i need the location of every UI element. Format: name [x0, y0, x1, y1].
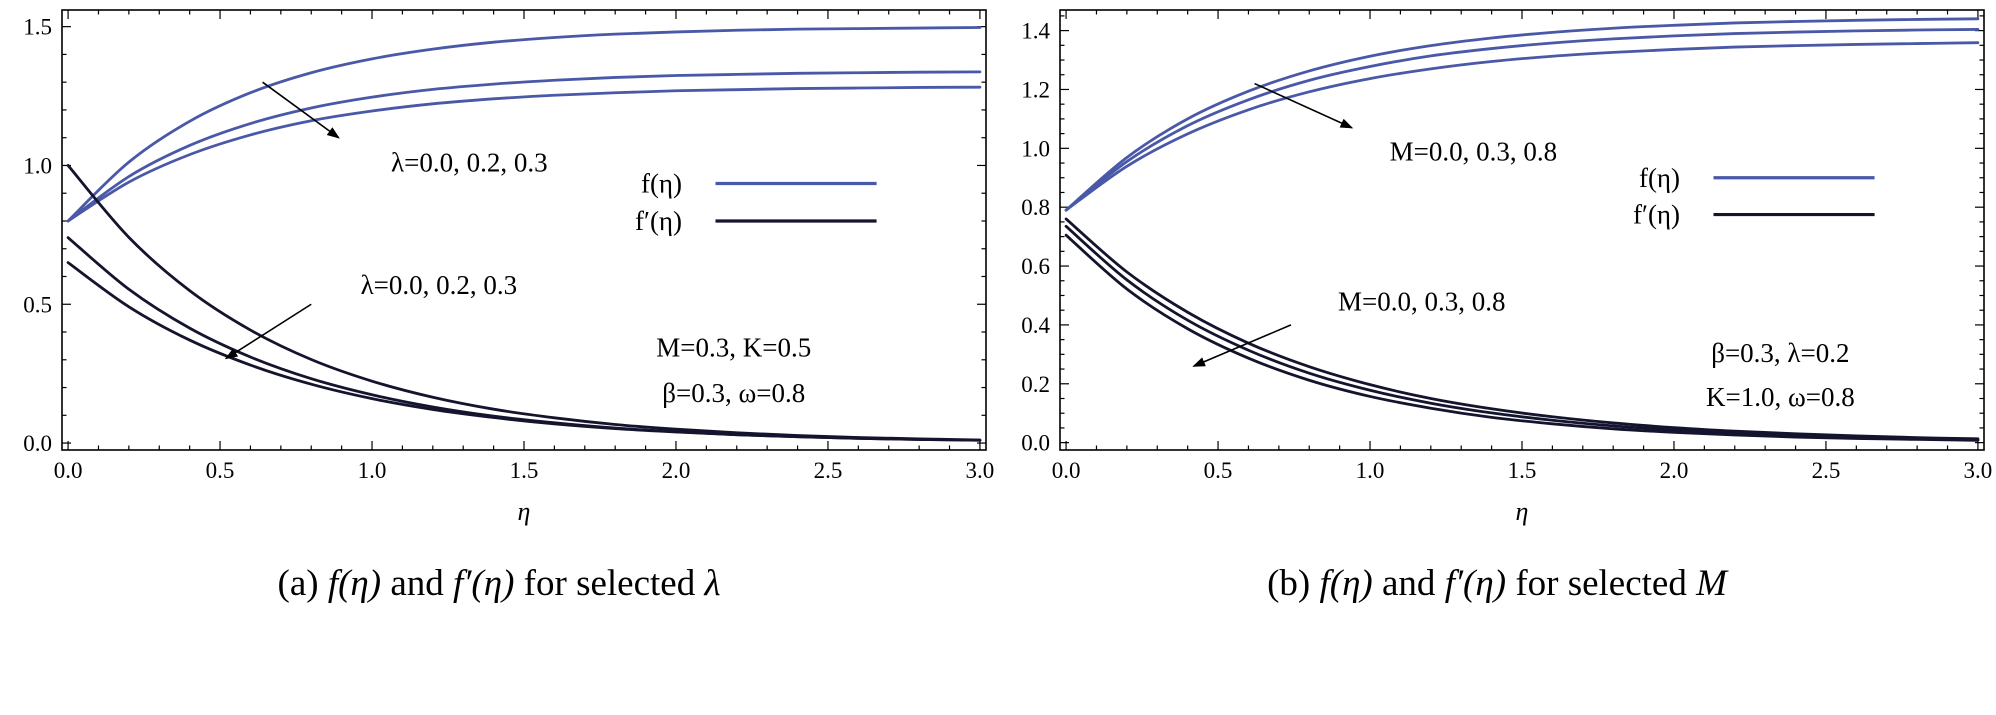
parameter-text: β=0.3, λ=0.2 [1711, 338, 1849, 368]
caption-b: (b) f(η) and f′(η) for selected M [1267, 562, 1727, 605]
y-tick-label: 0.5 [23, 292, 52, 317]
caption-b-f: f(η) [1319, 563, 1373, 604]
legend-label: f′(η) [1633, 200, 1680, 230]
curve-f-lambda-0.2 [66, 70, 982, 223]
plot-frame [61, 9, 987, 451]
parameter-text: M=0.3, K=0.5 [656, 332, 811, 362]
caption-b-conj: and [1382, 563, 1436, 604]
curves [1064, 17, 1980, 442]
caption-a-conj: and [390, 563, 444, 604]
ticks [62, 10, 986, 450]
x-tick-label: 3.0 [1964, 458, 1993, 483]
y-tick-label: 0.0 [23, 431, 52, 456]
annotation-arrow [262, 81, 340, 139]
panel-b: 0.0 0.5 1.0 1.5 2.0 2.5 3.0 0.0 0.2 0.4 0.6 0.8 1.0 1… [998, 0, 1996, 715]
y-tick-label: 0.6 [1021, 254, 1050, 279]
y-tick-label: 0.2 [1021, 372, 1050, 397]
x-tick-label: 1.0 [358, 458, 387, 483]
curve-fp-M-0.8 [1064, 233, 1980, 442]
x-tick-label: 0.0 [1052, 458, 1081, 483]
x-tick-label: 2.0 [662, 458, 691, 483]
x-tick-label: 3.0 [966, 458, 995, 483]
caption-b-index: (b) [1267, 563, 1311, 604]
legend-label: f(η) [1639, 163, 1680, 193]
curves [66, 26, 982, 442]
annotation-label: λ=0.0, 0.2, 0.3 [391, 148, 548, 178]
curve-f-M-0.8 [1064, 41, 1980, 212]
panel-a: 0.0 0.5 1.0 1.5 2.0 2.5 3.0 0.0 0.5 1.0 1.5 λ=0.0, … [23, 9, 995, 605]
x-tick-label: 0.5 [1204, 458, 1233, 483]
curve-f-M-0.3 [1064, 28, 1980, 212]
x-tick-label: 2.5 [814, 458, 843, 483]
parameter-text: K=1.0, ω=0.8 [1706, 382, 1855, 412]
legend-label: f(η) [641, 169, 682, 199]
x-axis-label: η [1516, 497, 1529, 526]
annotation-arrow [1254, 82, 1354, 129]
parameter-text: β=0.3, ω=0.8 [662, 378, 805, 408]
caption-a-fprime: f′(η) [453, 563, 515, 604]
y-tick-label: 0.4 [1021, 313, 1050, 338]
plot-a: 0.0 0.5 1.0 1.5 2.0 2.5 3.0 0.0 0.5 1.0 1.5 λ=0.0, … [23, 9, 995, 526]
caption-a: (a) f(η) and f′(η) for selected λ [278, 562, 721, 605]
y-tick-label: 1.0 [1021, 136, 1050, 161]
y-tick-label: 0.8 [1021, 195, 1050, 220]
annotation-arrow [1192, 324, 1292, 367]
x-tick-label: 2.5 [1812, 458, 1841, 483]
y-tick-label: 1.2 [1021, 77, 1050, 102]
annotation-label: λ=0.0, 0.2, 0.3 [361, 270, 518, 300]
caption-a-tail: for selected [523, 563, 696, 604]
curve-f-M-0.0 [1064, 17, 1980, 212]
y-tick-label: 1.5 [23, 15, 52, 40]
plot-frame [1059, 9, 1985, 451]
y-tick-label: 1.0 [23, 153, 52, 178]
curve-fp-M-0.0 [1064, 217, 1980, 441]
x-tick-label: 1.5 [1508, 458, 1537, 483]
caption-a-param: λ [704, 563, 721, 604]
caption-a-f: f(η) [327, 563, 382, 604]
caption-b-param: M [1696, 563, 1727, 604]
curve-fp-lambda-0.3 [66, 261, 982, 442]
y-tick-label: 1.4 [1021, 19, 1050, 44]
curve-f-lambda-0.3 [66, 85, 982, 223]
annotation-label: M=0.0, 0.3, 0.8 [1390, 136, 1557, 166]
curve-fp-lambda-0.2 [66, 236, 982, 442]
annotation-arrow [224, 303, 312, 360]
annotation-label: M=0.0, 0.3, 0.8 [1338, 286, 1505, 316]
y-tick-label: 0.0 [1021, 431, 1050, 456]
caption-a-index: (a) [277, 563, 319, 604]
caption-b-tail: for selected [1515, 563, 1687, 604]
x-tick-label: 0.0 [54, 458, 83, 483]
legend-label: f′(η) [635, 206, 682, 236]
x-axis-label: η [518, 497, 531, 526]
x-tick-label: 1.0 [1356, 458, 1385, 483]
curve-fp-lambda-0.0 [66, 164, 982, 442]
curve-f-lambda-0.0 [66, 26, 982, 223]
plot-b: 0.0 0.5 1.0 1.5 2.0 2.5 3.0 0.0 0.2 0.4 0.6 0.8 1.0 1… [1021, 9, 1993, 526]
x-tick-label: 2.0 [1660, 458, 1689, 483]
caption-b-fprime: f′(η) [1444, 563, 1507, 604]
x-tick-label: 0.5 [206, 458, 235, 483]
x-tick-label: 1.5 [510, 458, 539, 483]
